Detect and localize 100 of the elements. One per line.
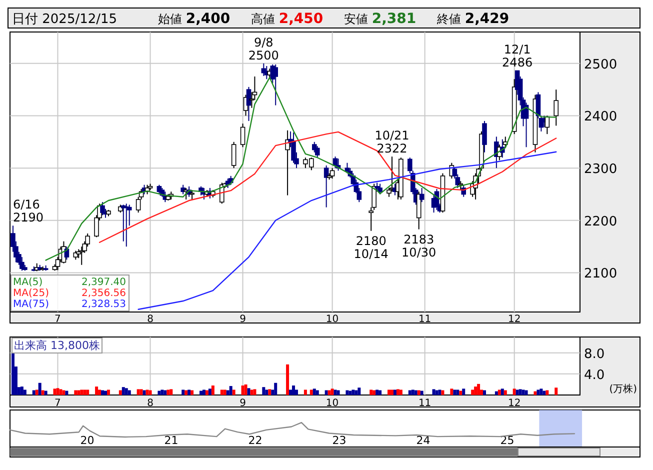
candlestick [312, 141, 317, 153]
text: 高値 2,450 [251, 11, 324, 27]
bar [346, 390, 349, 395]
bar [474, 386, 478, 395]
bar [44, 390, 48, 395]
x-tick-label: 8 [147, 398, 154, 409]
bar [536, 390, 540, 395]
text: 始値 2,400 [158, 11, 230, 27]
y-tick-label: 2200 [584, 214, 618, 230]
bar [98, 390, 102, 395]
y-tick-label: 2400 [584, 110, 618, 125]
bar [376, 390, 379, 395]
bar [220, 390, 224, 395]
bar [32, 390, 36, 395]
bar [188, 390, 191, 395]
bar [164, 390, 167, 395]
bar [95, 386, 98, 395]
x-tick-label: 22 [248, 434, 262, 447]
bar [516, 390, 519, 395]
y-tick-label: 8.0 [584, 346, 605, 362]
bar [554, 388, 558, 395]
bar [118, 390, 122, 395]
bar [294, 390, 298, 395]
bar [540, 388, 543, 395]
bar [370, 390, 373, 395]
bar [211, 386, 214, 395]
bar [136, 389, 140, 395]
bar [160, 390, 164, 395]
candlestick [231, 141, 236, 169]
bar [328, 390, 331, 395]
candlestick [482, 120, 487, 153]
bar [80, 390, 84, 395]
bar [241, 386, 244, 395]
bar [292, 386, 296, 395]
bar [77, 390, 80, 395]
bar [534, 391, 537, 395]
bar [184, 390, 188, 395]
bar [450, 388, 454, 395]
bar [524, 390, 528, 395]
bar [253, 389, 256, 395]
bar [498, 390, 501, 395]
text: 終値 2,429 [436, 11, 510, 27]
candlestick [372, 183, 376, 210]
bar [146, 390, 149, 395]
bar [378, 390, 382, 395]
bar [158, 390, 161, 395]
bar [546, 390, 549, 395]
bar [348, 390, 352, 395]
bar [438, 390, 442, 395]
bar [512, 388, 516, 395]
bar [199, 390, 202, 395]
y-tick-label: 4.0 [584, 368, 605, 383]
candlestick [100, 202, 105, 216]
line-series [138, 151, 557, 310]
x-tick-label: 9 [240, 398, 246, 409]
bar [522, 390, 525, 395]
y-tick-label: 2100 [584, 266, 618, 282]
annotation: 9/8 2500 [248, 35, 279, 62]
candlestick [240, 123, 246, 148]
candlestick [554, 89, 559, 126]
bar [223, 390, 226, 395]
candlestick [314, 146, 320, 158]
bar [477, 384, 480, 395]
bar [354, 390, 358, 395]
chart-title: 日付 2025/12/15 [12, 12, 118, 27]
bar [453, 390, 456, 395]
bar [456, 390, 460, 395]
bar [166, 390, 170, 395]
bar [420, 390, 424, 395]
annotation: 2183 10/30 [402, 232, 436, 260]
x-tick-label: 12 [508, 398, 521, 409]
bar [542, 390, 546, 395]
bar [23, 390, 26, 395]
bar [124, 388, 128, 395]
annotation: 12/1 2486 [502, 42, 533, 70]
bar [504, 390, 507, 395]
bar [140, 389, 143, 395]
bar [202, 390, 206, 395]
x-tick-label: 11 [418, 398, 432, 409]
bar [232, 390, 236, 395]
y-axis-title: (万株) [609, 383, 638, 395]
x-tick-label: 8 [147, 314, 154, 325]
bar [262, 387, 266, 395]
x-tick-label: 10 [326, 398, 339, 409]
bar [334, 390, 337, 395]
candlestick [368, 206, 374, 232]
x-tick-label: 9 [240, 314, 246, 325]
annotation: 6/16 2190 [12, 198, 44, 225]
bar [399, 390, 402, 395]
bar [414, 390, 418, 395]
text: 安値 2,381 [344, 11, 416, 27]
bar [462, 388, 466, 395]
bar [441, 390, 444, 395]
bar [20, 386, 24, 395]
bar [352, 390, 355, 395]
bar [336, 390, 340, 395]
x-tick-label: 24 [416, 434, 430, 447]
x-tick-label: 11 [418, 314, 432, 325]
bar [289, 390, 292, 395]
bar [208, 388, 212, 395]
